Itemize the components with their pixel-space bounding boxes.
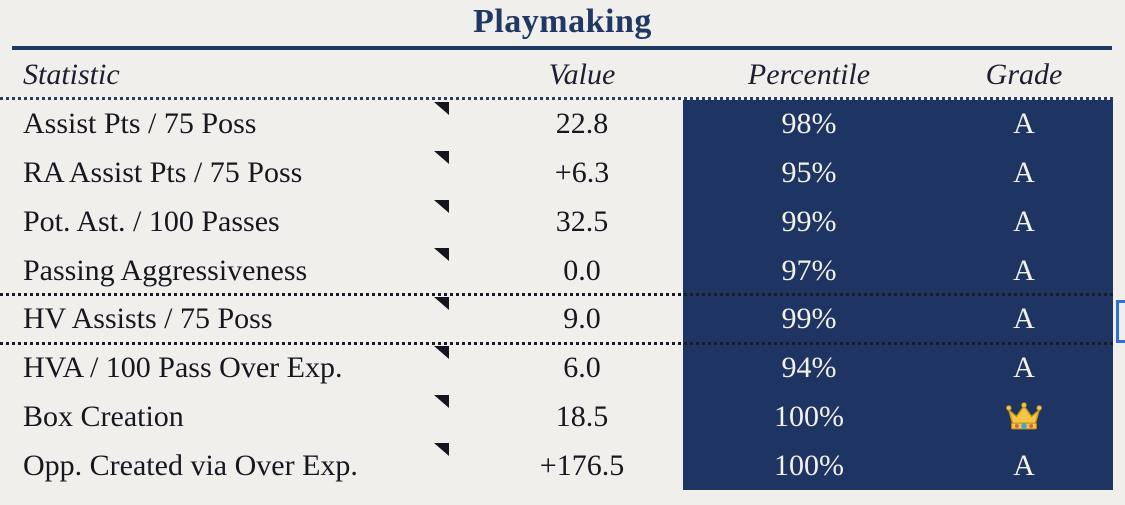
grade-cell[interactable]: A <box>1013 204 1035 238</box>
header-dotted-separator <box>0 97 1113 100</box>
cell-selection-outline <box>1116 300 1125 343</box>
table-row: RA Assist Pts / 75 Poss +6.3 95% A <box>0 149 1113 198</box>
column-header-value[interactable]: Value <box>548 57 616 91</box>
percentile-cell[interactable]: 98% <box>781 107 837 141</box>
value-cell[interactable]: 9.0 <box>563 302 601 336</box>
percentile-cell[interactable]: 100% <box>774 448 844 482</box>
percentile-cell[interactable]: 95% <box>781 156 837 190</box>
table-row: HVA / 100 Pass Over Exp. 6.0 94% A <box>0 344 1113 393</box>
grade-cell[interactable]: A <box>1013 351 1035 385</box>
title-underline-rule <box>12 46 1112 50</box>
statistic-cell[interactable]: HV Assists / 75 Poss <box>23 302 273 336</box>
table-row: Assist Pts / 75 Poss 22.8 98% A <box>0 100 1113 149</box>
column-header-percentile[interactable]: Percentile <box>747 57 871 91</box>
stats-table-body: Assist Pts / 75 Poss 22.8 98% A RA Assist Pt… <box>0 100 1113 490</box>
grade-cell[interactable]: A <box>1013 302 1035 336</box>
grade-cell[interactable]: A <box>1013 448 1035 482</box>
value-cell[interactable]: 18.5 <box>555 399 609 433</box>
grade-cell[interactable] <box>935 401 1113 432</box>
row-dotted-separator <box>0 342 1113 345</box>
value-cell[interactable]: 32.5 <box>555 204 609 238</box>
column-header-row: Statistic Value Percentile Grade <box>0 52 1113 97</box>
statistic-cell[interactable]: HVA / 100 Pass Over Exp. <box>23 351 343 385</box>
statistic-cell[interactable]: Opp. Created via Over Exp. <box>23 448 358 482</box>
table-row: Pot. Ast. / 100 Passes 32.5 99% A <box>0 198 1113 247</box>
value-cell[interactable]: 6.0 <box>563 351 601 385</box>
table-row: HV Assists / 75 Poss 9.0 99% A <box>0 295 1113 344</box>
statistic-cell[interactable]: Assist Pts / 75 Poss <box>23 107 257 141</box>
cell-note-triangle-icon <box>434 150 449 164</box>
value-cell[interactable]: 0.0 <box>563 253 601 287</box>
grade-cell[interactable]: A <box>1013 253 1035 287</box>
percentile-cell[interactable]: 94% <box>781 351 837 385</box>
percentile-cell[interactable]: 99% <box>781 302 837 336</box>
percentile-cell[interactable]: 100% <box>774 399 844 433</box>
row-dotted-separator <box>0 293 1113 296</box>
cell-note-triangle-icon <box>434 443 449 457</box>
cell-note-triangle-icon <box>434 102 449 115</box>
cell-note-triangle-icon <box>434 394 449 408</box>
grade-cell[interactable]: A <box>1013 156 1035 190</box>
value-cell[interactable]: +176.5 <box>539 448 625 482</box>
table-row: Passing Aggressiveness 0.0 97% A <box>0 246 1113 295</box>
table-title[interactable]: Playmaking <box>473 3 652 40</box>
value-cell[interactable]: 22.8 <box>555 107 609 141</box>
percentile-cell[interactable]: 97% <box>781 253 837 287</box>
grade-cell[interactable]: A <box>1013 107 1035 141</box>
column-header-statistic[interactable]: Statistic <box>23 57 120 91</box>
statistic-cell[interactable]: RA Assist Pts / 75 Poss <box>23 156 303 190</box>
cell-note-triangle-icon <box>434 199 449 213</box>
crown-icon <box>1006 402 1042 430</box>
cell-note-triangle-icon <box>434 248 449 262</box>
value-cell[interactable]: +6.3 <box>554 156 610 190</box>
statistic-cell[interactable]: Pot. Ast. / 100 Passes <box>23 204 280 238</box>
statistic-cell[interactable]: Box Creation <box>23 399 184 433</box>
cell-note-triangle-icon <box>434 297 449 310</box>
percentile-cell[interactable]: 99% <box>781 204 837 238</box>
column-header-grade[interactable]: Grade <box>985 57 1063 91</box>
statistic-cell[interactable]: Passing Aggressiveness <box>23 253 308 287</box>
table-row: Box Creation 18.5 100% <box>0 393 1113 442</box>
table-row: Opp. Created via Over Exp. +176.5 100% A <box>0 441 1113 490</box>
cell-note-triangle-icon <box>434 345 449 359</box>
